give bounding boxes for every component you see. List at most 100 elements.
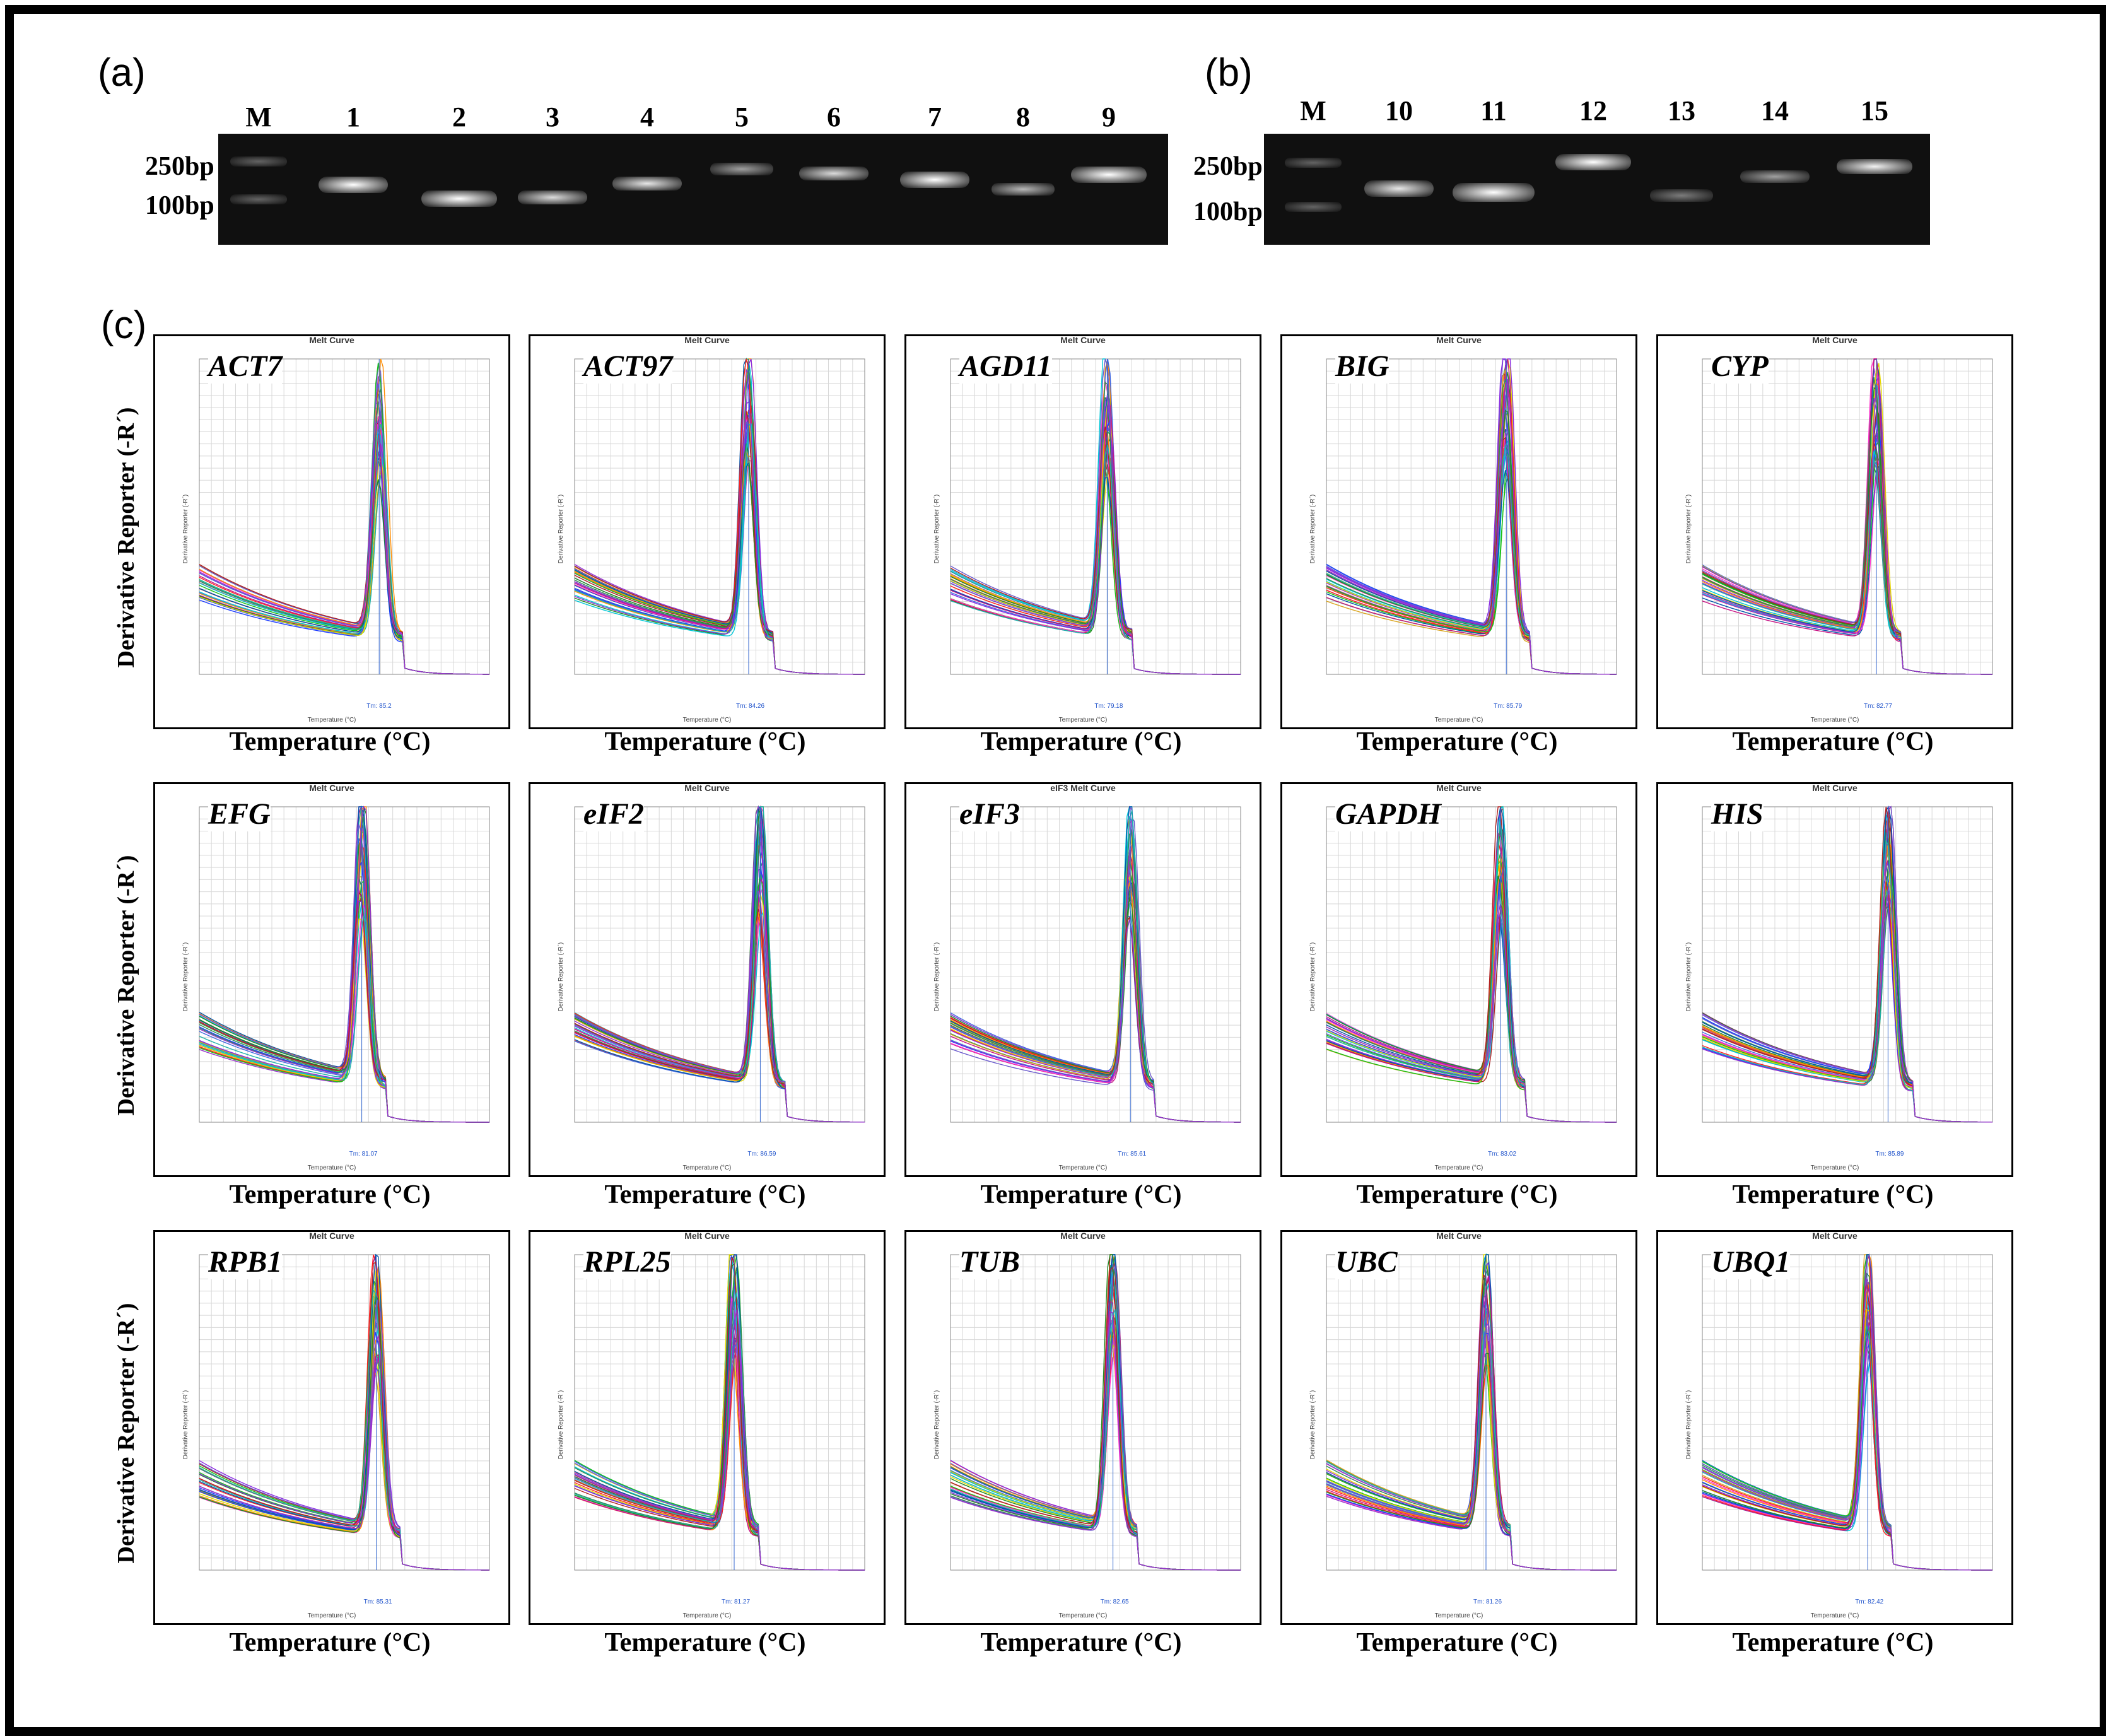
gene-name: RPB1 <box>208 1245 283 1279</box>
melt-curve-series <box>950 919 1241 1123</box>
melt-curve-plot <box>1702 806 1993 1123</box>
lane-label-3: 3 <box>546 102 559 132</box>
plot-frame <box>950 806 1241 1123</box>
melt-y-axis-title: Derivative Reporter (-R´) <box>933 1390 941 1460</box>
melt-curve-series <box>950 394 1241 675</box>
melt-curve-plot <box>950 1254 1241 1571</box>
melt-curve-title: Melt Curve <box>1060 335 1106 345</box>
melt-curve-title: eIF3 Melt Curve <box>1050 783 1116 793</box>
gel-band <box>1837 159 1912 174</box>
melt-curve-title: Melt Curve <box>1812 335 1857 345</box>
panel-label-a: (a) <box>98 51 146 95</box>
melt-curve-title: Melt Curve <box>1436 335 1482 345</box>
melt-y-axis-title: Derivative Reporter (-R´) <box>182 494 190 564</box>
plot-frame <box>1326 806 1617 1123</box>
lane-label-8: 8 <box>1016 102 1030 132</box>
gel-band <box>518 191 587 204</box>
marker-100bp-b: 100bp <box>1193 197 1263 226</box>
gel-image-b <box>1264 134 1930 245</box>
marker-100bp-a: 100bp <box>145 191 214 220</box>
gel-band <box>992 183 1055 196</box>
gel-band <box>1740 170 1810 183</box>
melt-curve-series <box>1702 1277 1992 1571</box>
x-axis-label: Temperature (°C) <box>229 1180 431 1209</box>
melt-curve-title: Melt Curve <box>309 783 354 793</box>
melt-y-axis-title: Derivative Reporter (-R´) <box>1309 494 1317 564</box>
lane-label-1: 1 <box>346 102 360 132</box>
lane-label-6: 6 <box>827 102 841 132</box>
melt-curve-panel-rpb1: Melt Curve RPB1 Temperature (°C) Derivative… <box>153 1230 510 1625</box>
plot-frame <box>574 1254 865 1571</box>
gel-band <box>1555 154 1631 170</box>
melt-curve-panel-ubc: Melt Curve UBC Temperature (°C) Derivative … <box>1280 1230 1637 1625</box>
melt-y-axis-title: Derivative Reporter (-R´) <box>1685 1390 1693 1460</box>
lane-label-15: 15 <box>1861 95 1888 126</box>
x-axis-label: Temperature (°C) <box>604 1628 806 1657</box>
melt-curve-title: Melt Curve <box>684 783 730 793</box>
melt-curve-series <box>1702 891 1992 1123</box>
melt-x-axis-title: Temperature (°C) <box>1434 1612 1483 1619</box>
melt-curve-plot <box>199 805 490 1123</box>
plot-frame <box>1702 358 1993 675</box>
melt-x-axis-title: Temperature (°C) <box>1434 717 1483 724</box>
melt-curve-series <box>1326 1293 1617 1571</box>
lane-label-2: 2 <box>452 102 466 132</box>
melt-curve-title: Melt Curve <box>684 335 730 345</box>
melt-y-axis-title: Derivative Reporter (-R´) <box>558 942 565 1012</box>
melt-curve-panel-big: Melt Curve BIG Temperature (°C) Derivative … <box>1280 334 1637 729</box>
melt-curve-plot <box>1702 358 1993 675</box>
melt-x-axis-title: Temperature (°C) <box>1810 1164 1859 1171</box>
melt-y-axis-title: Derivative Reporter (-R´) <box>558 494 565 564</box>
melt-x-axis-title: Temperature (°C) <box>682 1164 732 1171</box>
melt-curve-panel-ubq1: Melt Curve UBQ1 Temperature (°C) Derivative… <box>1656 1230 2013 1625</box>
x-axis-label: Temperature (°C) <box>604 1180 806 1209</box>
melt-curve-title: Melt Curve <box>1436 1231 1482 1241</box>
melt-x-axis-title: Temperature (°C) <box>307 1612 356 1619</box>
tm-value: Tm: 82.77 <box>1864 703 1893 710</box>
melt-curve-title: Melt Curve <box>1812 783 1857 793</box>
melt-curve-series <box>574 1310 865 1571</box>
panel-label-b: (b) <box>1205 51 1253 95</box>
melt-x-axis-title: Temperature (°C) <box>1810 717 1859 724</box>
marker-250bp-b: 250bp <box>1193 152 1263 181</box>
melt-y-axis-title: Derivative Reporter (-R´) <box>933 942 941 1012</box>
melt-curve-panel-gapdh: Melt Curve GAPDH Temperature (°C) Derivativ… <box>1280 782 1637 1177</box>
gene-name: ACT97 <box>583 349 673 384</box>
plot-frame <box>1702 1254 1993 1571</box>
y-axis-label: Derivative Reporter (-R´) <box>113 855 139 1116</box>
tm-value: Tm: 85.79 <box>1494 703 1523 710</box>
lane-label-5: 5 <box>735 102 749 132</box>
gene-name: RPL25 <box>583 1245 671 1279</box>
x-axis-label: Temperature (°C) <box>604 727 806 756</box>
melt-curve-panel-eif3: eIF3 Melt Curve eIF3 Temperature (°C) Deriv… <box>904 782 1261 1177</box>
x-axis-label: Temperature (°C) <box>229 727 431 756</box>
melt-curve-plot <box>950 806 1241 1123</box>
melt-curve-series <box>199 420 489 675</box>
melt-x-axis-title: Temperature (°C) <box>307 1164 356 1171</box>
tm-value: Tm: 83.02 <box>1488 1151 1517 1158</box>
melt-curve-series <box>574 401 865 675</box>
lane-label-7: 7 <box>928 102 942 132</box>
melt-curve-title: Melt Curve <box>1060 1231 1106 1241</box>
melt-curve-panel-efg: Melt Curve EFG Temperature (°C) Derivative … <box>153 782 510 1177</box>
panel-label-c: (c) <box>101 303 147 347</box>
melt-curve-plot <box>1326 806 1617 1123</box>
melt-y-axis-title: Derivative Reporter (-R´) <box>1685 942 1693 1012</box>
gel-band <box>900 172 969 188</box>
melt-curve-panel-cyp: Melt Curve CYP Temperature (°C) Derivative … <box>1656 334 2013 729</box>
melt-curve-panel-his: Melt Curve HIS Temperature (°C) Derivative … <box>1656 782 2013 1177</box>
tm-value: Tm: 85.89 <box>1875 1151 1904 1158</box>
gene-name: eIF2 <box>583 797 644 831</box>
tm-value: Tm: 85.2 <box>366 703 392 710</box>
gel-band <box>421 191 497 207</box>
x-axis-label: Temperature (°C) <box>980 727 1182 756</box>
melt-curve-series <box>950 1310 1241 1571</box>
x-axis-label: Temperature (°C) <box>980 1628 1182 1657</box>
gel-band <box>1453 183 1535 202</box>
gene-name: CYP <box>1711 349 1769 384</box>
melt-curve-series <box>1326 903 1617 1123</box>
lane-label-10: 10 <box>1385 95 1413 126</box>
plot-frame <box>1326 358 1617 675</box>
melt-curve-panel-act97: Melt Curve ACT97 Temperature (°C) Derivativ… <box>529 334 886 729</box>
plot-frame <box>1326 1254 1617 1571</box>
